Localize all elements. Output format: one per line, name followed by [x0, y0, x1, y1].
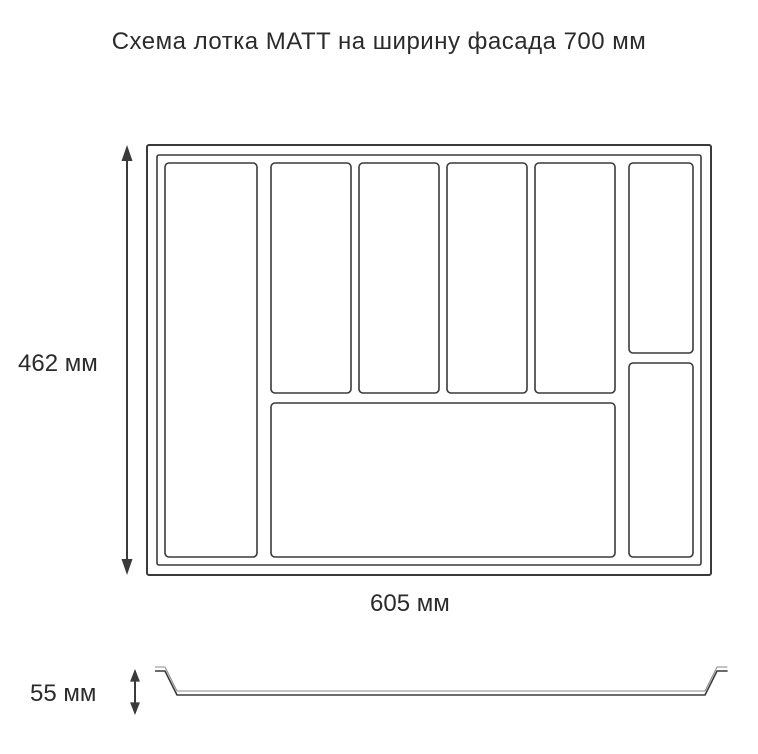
dimension-depth-label: 55 мм — [30, 680, 96, 708]
dimension-height-label: 462 мм — [18, 350, 98, 378]
dimension-width-label: 605 мм — [370, 590, 450, 618]
tray-side-view — [155, 665, 735, 720]
page-root: Схема лотка MATT на ширину фасада 700 мм… — [0, 0, 758, 754]
tray-top-view — [135, 135, 745, 580]
diagram-title: Схема лотка MATT на ширину фасада 700 мм — [0, 28, 758, 56]
depth-arrow — [120, 665, 150, 720]
